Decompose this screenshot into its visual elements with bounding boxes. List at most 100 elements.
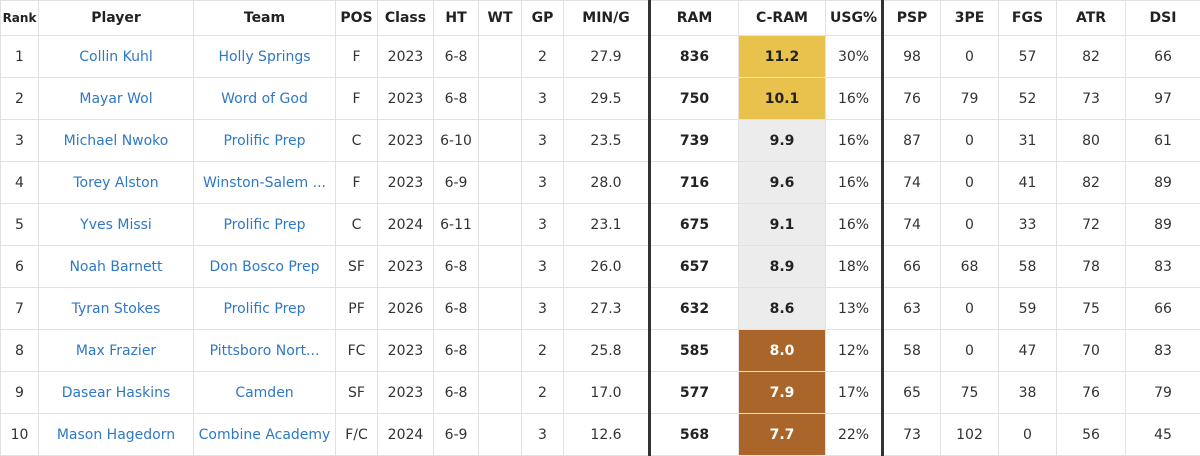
col-header-ht[interactable]: HT <box>434 1 479 36</box>
atr-cell: 78 <box>1057 246 1126 288</box>
col-header-atr[interactable]: ATR <box>1057 1 1126 36</box>
usg-cell: 16% <box>826 120 883 162</box>
rank-cell: 10 <box>1 414 39 456</box>
dsi-cell: 66 <box>1126 36 1200 78</box>
col-header-3pe[interactable]: 3PE <box>941 1 999 36</box>
team-link[interactable]: Pittsboro Nort... <box>194 330 336 372</box>
table-row: 9 Dasear Haskins Camden SF 2023 6-8 2 17… <box>1 372 1200 414</box>
col-header-team[interactable]: Team <box>194 1 336 36</box>
player-link[interactable]: Michael Nwoko <box>39 120 194 162</box>
col-header-pos[interactable]: POS <box>336 1 378 36</box>
rank-cell: 8 <box>1 330 39 372</box>
psp-cell: 58 <box>883 330 941 372</box>
ram-cell: 577 <box>650 372 739 414</box>
fgs-cell: 47 <box>999 330 1057 372</box>
team-link[interactable]: Combine Academy <box>194 414 336 456</box>
player-link[interactable]: Noah Barnett <box>39 246 194 288</box>
ht-cell: 6-8 <box>434 78 479 120</box>
class-cell: 2026 <box>378 288 434 330</box>
psp-cell: 65 <box>883 372 941 414</box>
ming-cell: 17.0 <box>564 372 650 414</box>
col-header-dsi[interactable]: DSI <box>1126 1 1200 36</box>
player-link[interactable]: Yves Missi <box>39 204 194 246</box>
ram-cell: 675 <box>650 204 739 246</box>
pos-cell: F/C <box>336 414 378 456</box>
col-header-cram[interactable]: C-RAM <box>739 1 826 36</box>
team-link[interactable]: Word of God <box>194 78 336 120</box>
col-header-ming[interactable]: MIN/G <box>564 1 650 36</box>
class-cell: 2023 <box>378 162 434 204</box>
cram-cell: 8.0 <box>739 330 826 372</box>
player-link[interactable]: Tyran Stokes <box>39 288 194 330</box>
player-link[interactable]: Torey Alston <box>39 162 194 204</box>
psp-cell: 74 <box>883 204 941 246</box>
table-row: 5 Yves Missi Prolific Prep C 2024 6-11 3… <box>1 204 1200 246</box>
rank-cell: 6 <box>1 246 39 288</box>
ming-cell: 23.5 <box>564 120 650 162</box>
ht-cell: 6-8 <box>434 330 479 372</box>
pos-cell: PF <box>336 288 378 330</box>
team-link[interactable]: Prolific Prep <box>194 120 336 162</box>
gp-cell: 2 <box>522 330 564 372</box>
col-header-player[interactable]: Player <box>39 1 194 36</box>
3pe-cell: 0 <box>941 330 999 372</box>
gp-cell: 3 <box>522 246 564 288</box>
gp-cell: 3 <box>522 288 564 330</box>
team-link[interactable]: Holly Springs <box>194 36 336 78</box>
atr-cell: 75 <box>1057 288 1126 330</box>
ming-cell: 23.1 <box>564 204 650 246</box>
3pe-cell: 68 <box>941 246 999 288</box>
fgs-cell: 31 <box>999 120 1057 162</box>
dsi-cell: 89 <box>1126 204 1200 246</box>
col-header-usg[interactable]: USG% <box>826 1 883 36</box>
col-header-fgs[interactable]: FGS <box>999 1 1057 36</box>
team-link[interactable]: Camden <box>194 372 336 414</box>
col-header-wt[interactable]: WT <box>479 1 522 36</box>
ming-cell: 27.9 <box>564 36 650 78</box>
wt-cell <box>479 330 522 372</box>
ht-cell: 6-11 <box>434 204 479 246</box>
3pe-cell: 0 <box>941 288 999 330</box>
table-row: 8 Max Frazier Pittsboro Nort... FC 2023 … <box>1 330 1200 372</box>
gp-cell: 3 <box>522 204 564 246</box>
psp-cell: 73 <box>883 414 941 456</box>
team-link[interactable]: Prolific Prep <box>194 288 336 330</box>
ming-cell: 28.0 <box>564 162 650 204</box>
usg-cell: 16% <box>826 204 883 246</box>
col-header-gp[interactable]: GP <box>522 1 564 36</box>
ht-cell: 6-8 <box>434 372 479 414</box>
wt-cell <box>479 246 522 288</box>
player-link[interactable]: Max Frazier <box>39 330 194 372</box>
usg-cell: 18% <box>826 246 883 288</box>
header-row: Rank Player Team POS Class HT WT GP MIN/… <box>1 1 1200 36</box>
col-header-rank[interactable]: Rank <box>1 1 39 36</box>
cram-cell: 10.1 <box>739 78 826 120</box>
pos-cell: F <box>336 36 378 78</box>
fgs-cell: 41 <box>999 162 1057 204</box>
player-link[interactable]: Dasear Haskins <box>39 372 194 414</box>
fgs-cell: 52 <box>999 78 1057 120</box>
col-header-class[interactable]: Class <box>378 1 434 36</box>
usg-cell: 30% <box>826 36 883 78</box>
atr-cell: 82 <box>1057 162 1126 204</box>
rank-cell: 1 <box>1 36 39 78</box>
col-header-psp[interactable]: PSP <box>883 1 941 36</box>
atr-cell: 76 <box>1057 372 1126 414</box>
class-cell: 2023 <box>378 372 434 414</box>
team-link[interactable]: Prolific Prep <box>194 204 336 246</box>
table-row: 1 Collin Kuhl Holly Springs F 2023 6-8 2… <box>1 36 1200 78</box>
fgs-cell: 57 <box>999 36 1057 78</box>
ht-cell: 6-8 <box>434 246 479 288</box>
team-link[interactable]: Don Bosco Prep <box>194 246 336 288</box>
dsi-cell: 66 <box>1126 288 1200 330</box>
atr-cell: 80 <box>1057 120 1126 162</box>
gp-cell: 2 <box>522 36 564 78</box>
player-link[interactable]: Mason Hagedorn <box>39 414 194 456</box>
ram-cell: 716 <box>650 162 739 204</box>
class-cell: 2023 <box>378 78 434 120</box>
player-link[interactable]: Collin Kuhl <box>39 36 194 78</box>
col-header-ram[interactable]: RAM <box>650 1 739 36</box>
team-link[interactable]: Winston-Salem ... <box>194 162 336 204</box>
dsi-cell: 45 <box>1126 414 1200 456</box>
player-link[interactable]: Mayar Wol <box>39 78 194 120</box>
